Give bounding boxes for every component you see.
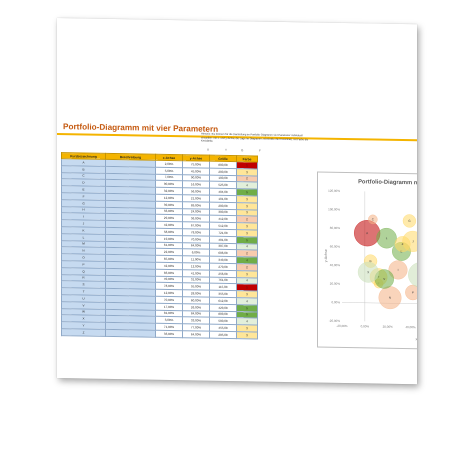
column-letter: G xyxy=(241,148,244,153)
bubble xyxy=(402,214,417,228)
x-axis-title: x-Achse xyxy=(416,337,417,341)
data-table: Kurzbezeichnung Beschreibung x-Achse y-Achs… xyxy=(61,152,258,339)
bubble xyxy=(394,236,411,252)
bubble xyxy=(388,260,408,280)
bubble-label: Z xyxy=(402,242,404,246)
table-body: A 2,00% 75,00% 800,00 1 B 5,00% 45,00% 200,00 3 C 7… xyxy=(61,158,258,339)
y-tick-label: 80,00% xyxy=(330,226,341,230)
y-tick-label: 20,00% xyxy=(330,282,341,286)
column-letter: X xyxy=(207,147,210,152)
cell-id[interactable]: Z xyxy=(61,328,106,337)
bubble-label: I xyxy=(398,268,399,272)
bubble-label: C xyxy=(372,217,375,221)
x-tick-label: 0,00% xyxy=(361,324,370,328)
y-tick-label: 40,00% xyxy=(330,263,341,267)
bubble-label: J xyxy=(412,239,414,243)
bubble-label: V xyxy=(383,277,385,281)
cell-x[interactable]: 33,00% xyxy=(155,330,183,338)
bubble xyxy=(357,261,379,283)
x-tick-label: 20,00% xyxy=(383,325,394,329)
bubble-label: P xyxy=(412,290,414,294)
bubble-label: X xyxy=(367,270,369,274)
y-tick-label: 0,00% xyxy=(331,300,340,304)
x-tick-label: 40,00% xyxy=(405,325,416,329)
bubble-chart: Portfolio-Diagramm mit vier Parametern -… xyxy=(317,171,417,351)
bubble-label: L xyxy=(386,236,388,240)
y-tick-label: 60,00% xyxy=(330,244,341,248)
bubble-label: B xyxy=(370,259,372,263)
cell-y[interactable]: 64,00% xyxy=(182,330,210,338)
hint-text: Hinweis: Sie können für die Darstellung … xyxy=(201,132,309,143)
chart-canvas: -20,00% 0,00% 20,00% 40,00% 60,00% 80,00% 100,… xyxy=(324,189,417,341)
bubble-label: G xyxy=(408,219,411,223)
y-tick-label: 120,00% xyxy=(328,189,340,193)
y-axis-title: y-Achse xyxy=(324,249,328,262)
y-tick-label: -20,00% xyxy=(329,319,341,323)
bubble xyxy=(376,228,397,249)
cell-description[interactable] xyxy=(105,329,156,337)
bubble xyxy=(408,262,417,288)
cell-color[interactable]: 3 xyxy=(236,331,258,339)
y-tick-label: 100,00% xyxy=(328,207,340,211)
spreadsheet-page: Portfolio-Diagramm mit vier Parametern H… xyxy=(57,18,417,385)
column-letter: F xyxy=(259,148,261,153)
bubble xyxy=(368,214,378,225)
x-tick-label: -20,00% xyxy=(336,324,348,328)
column-letter: Y xyxy=(225,147,228,152)
bubble-label: A xyxy=(366,231,368,235)
bubble xyxy=(405,284,417,301)
bubble-label: N xyxy=(389,296,391,300)
x-axis-line xyxy=(342,302,417,306)
cell-size[interactable]: 285,00 xyxy=(209,331,237,339)
